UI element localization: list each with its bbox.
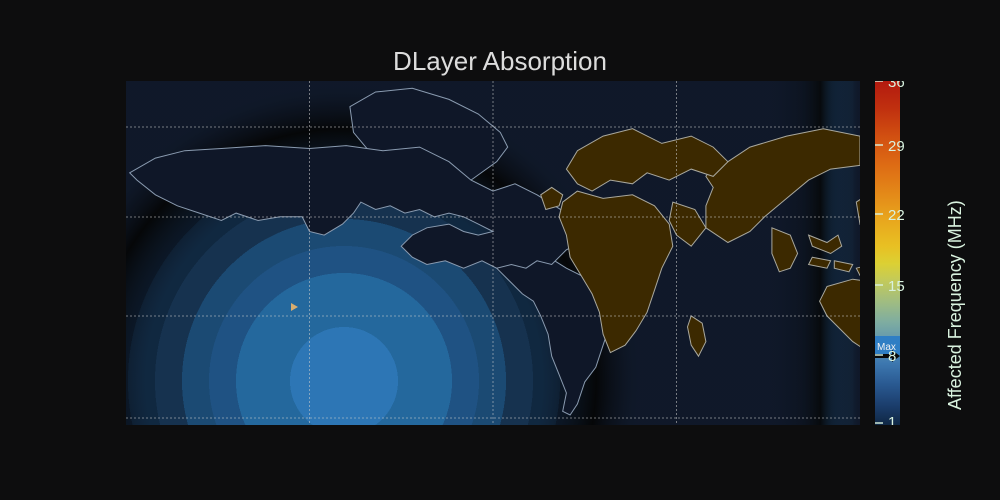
- svg-text:22: 22: [888, 207, 905, 224]
- svg-text:15: 15: [888, 278, 905, 295]
- svg-text:8: 8: [888, 348, 896, 365]
- svg-text:36: 36: [888, 81, 905, 91]
- svg-text:1: 1: [888, 414, 896, 425]
- svg-text:29: 29: [888, 138, 905, 155]
